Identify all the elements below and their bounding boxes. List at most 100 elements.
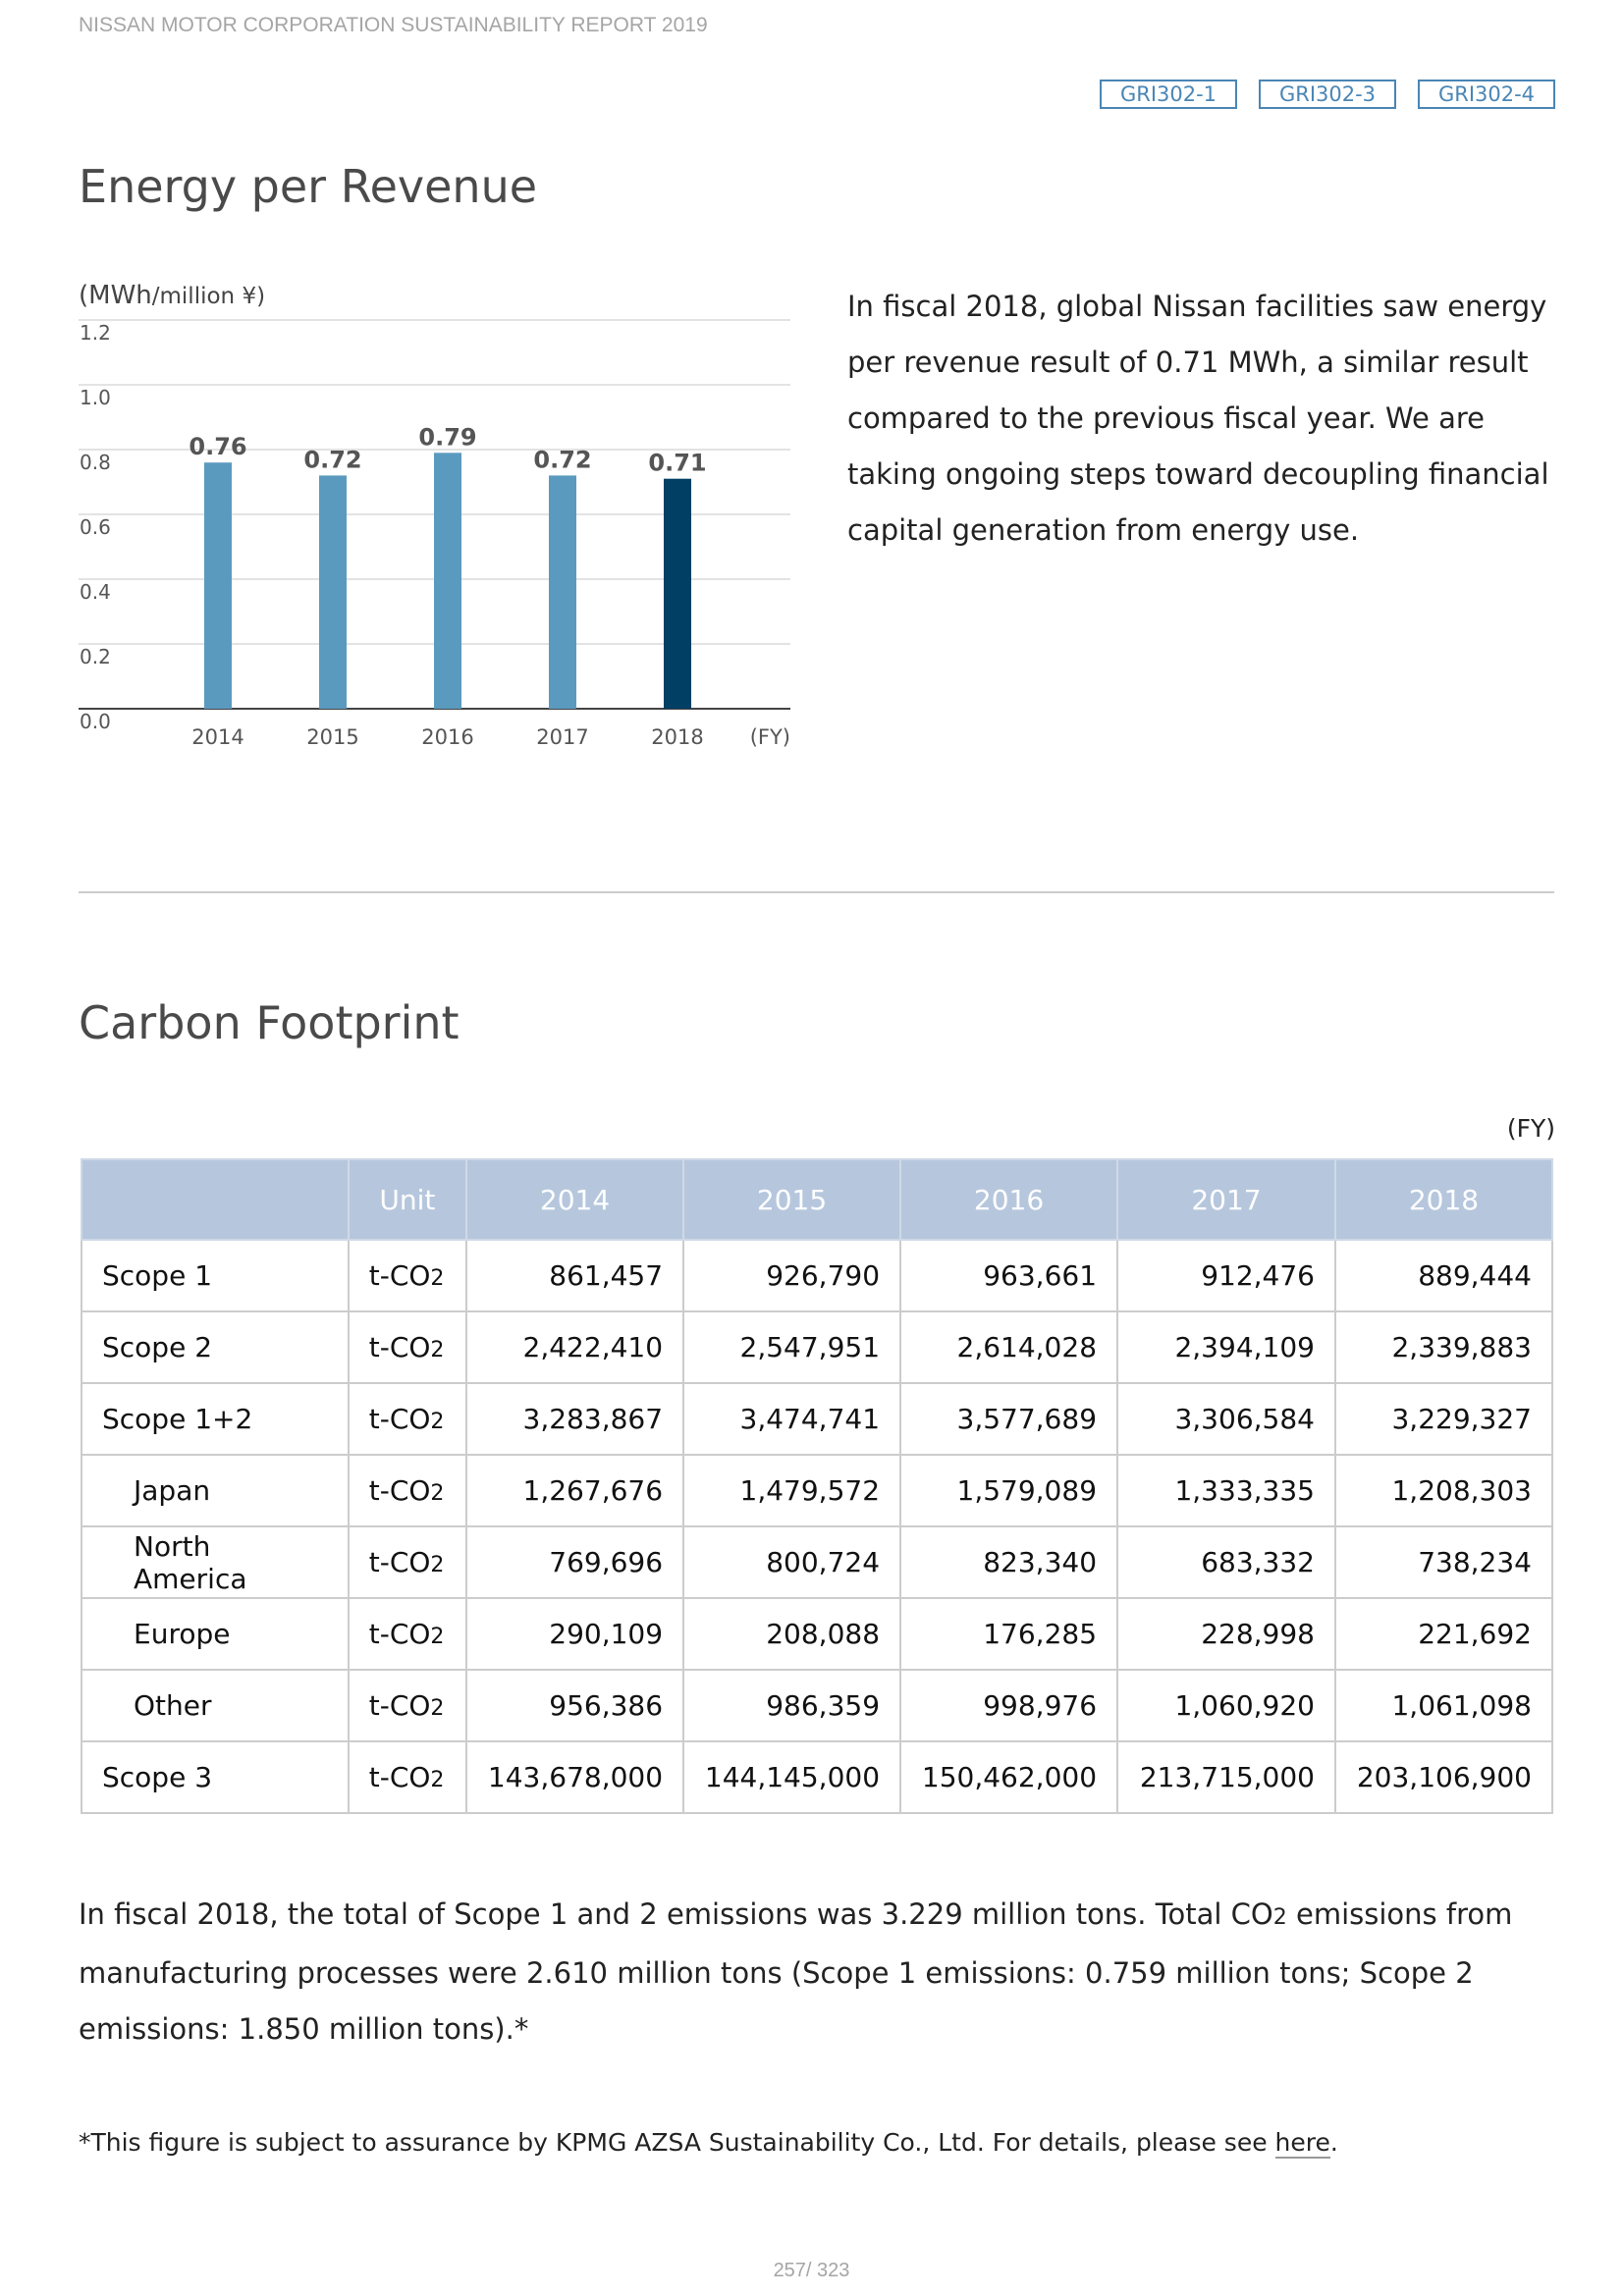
y-tick-label: 0.0 — [80, 710, 111, 733]
table-row: Scope 1+2 t-CO2 3,283,867 3,474,741 3,57… — [81, 1382, 1554, 1456]
row-label: Scope 1+2 — [81, 1382, 350, 1456]
table-header-cell: Unit — [347, 1158, 468, 1241]
table-cell: 861,457 — [465, 1239, 685, 1312]
bar-value-label: 0.79 — [418, 423, 476, 451]
bar-value-label: 0.76 — [189, 433, 246, 460]
table-cell: 290,109 — [465, 1597, 685, 1671]
row-unit: t-CO2 — [347, 1239, 468, 1312]
y-tick-label: 0.8 — [80, 451, 111, 474]
row-unit: t-CO2 — [347, 1382, 468, 1456]
unit-base: t-CO — [368, 1761, 431, 1793]
table-cell: 2,614,028 — [899, 1310, 1119, 1384]
table-header-cell: 2014 — [465, 1158, 685, 1241]
row-label: Europe — [81, 1597, 350, 1671]
y-tick-label: 1.2 — [80, 321, 111, 345]
row-label: Scope 2 — [81, 1310, 350, 1384]
footnote-here-link[interactable]: here — [1274, 2128, 1330, 2159]
table-header-cell: 2015 — [682, 1158, 902, 1241]
table-header-cell: 2018 — [1333, 1158, 1554, 1241]
carbon-section-title: Carbon Footprint — [79, 996, 460, 1049]
table-cell: 144,145,000 — [682, 1740, 902, 1814]
energy-section-title: Energy per Revenue — [79, 160, 538, 213]
bar-2015 — [319, 475, 347, 709]
table-cell: 1,060,920 — [1116, 1669, 1336, 1742]
carbon-footprint-table: Unit 2014 2015 2016 2017 2018 Scope 1 t-… — [81, 1158, 1554, 1814]
footnote-text: *This figure is subject to assurance by … — [79, 2128, 1275, 2157]
table-cell: 213,715,000 — [1116, 1740, 1336, 1814]
table-cell: 1,267,676 — [465, 1454, 685, 1527]
row-label: Japan — [81, 1454, 350, 1527]
gri-tag-group: GRI302-1 GRI302-3 GRI302-4 — [1100, 80, 1555, 109]
x-tick-label: 2018 — [651, 725, 703, 749]
table-header-cell — [81, 1158, 350, 1241]
table-cell: 769,696 — [465, 1525, 685, 1599]
table-row: Europe t-CO2 290,109 208,088 176,285 228… — [81, 1597, 1554, 1671]
energy-description: In fiscal 2018, global Nissan facilities… — [847, 290, 1549, 547]
carbon-description-part1: In fiscal 2018, the total of Scope 1 and… — [79, 1897, 1273, 1931]
bar-2016 — [434, 453, 461, 709]
bar-value-label: 0.72 — [533, 446, 591, 473]
table-cell: 3,283,867 — [465, 1382, 685, 1456]
table-cell: 1,333,335 — [1116, 1454, 1336, 1527]
row-unit: t-CO2 — [347, 1525, 468, 1599]
x-tick-label: 2016 — [421, 725, 473, 749]
y-tick-label: 0.2 — [80, 645, 111, 668]
table-cell: 3,229,327 — [1333, 1382, 1554, 1456]
table-cell: 823,340 — [899, 1525, 1119, 1599]
table-header-row: Unit 2014 2015 2016 2017 2018 — [81, 1158, 1554, 1241]
table-header-cell: 2017 — [1116, 1158, 1336, 1241]
table-row: Other t-CO2 956,386 986,359 998,976 1,06… — [81, 1669, 1554, 1742]
assurance-footnote: *This figure is subject to assurance by … — [79, 2128, 1338, 2159]
table-cell: 176,285 — [899, 1597, 1119, 1671]
table-fy-label: (FY) — [1506, 1114, 1555, 1143]
x-axis-unit-label: (FY) — [750, 725, 790, 749]
unit-base: t-CO — [368, 1403, 431, 1435]
section-divider — [79, 891, 1554, 893]
unit-subscript: 2 — [430, 1481, 445, 1506]
table-cell: 1,479,572 — [682, 1454, 902, 1527]
table-cell: 3,577,689 — [899, 1382, 1119, 1456]
x-tick-label: 2014 — [191, 725, 243, 749]
unit-subscript: 2 — [430, 1266, 445, 1291]
table-cell: 3,306,584 — [1116, 1382, 1336, 1456]
row-unit: t-CO2 — [347, 1669, 468, 1742]
table-cell: 2,547,951 — [682, 1310, 902, 1384]
row-label: Scope 1 — [81, 1239, 350, 1312]
co2-subscript: 2 — [1272, 1905, 1287, 1930]
table-cell: 2,339,883 — [1333, 1310, 1554, 1384]
row-unit: t-CO2 — [347, 1740, 468, 1814]
energy-per-revenue-chart: 0.0 0.2 0.4 0.6 0.8 1.0 1.2 0.76 2014 0.72 2015 0.7… — [79, 319, 790, 749]
bar-2017 — [549, 475, 576, 709]
row-label: Other — [81, 1669, 350, 1742]
row-unit: t-CO2 — [347, 1454, 468, 1527]
bar-value-label: 0.72 — [303, 446, 361, 473]
bar-2018 — [664, 478, 691, 709]
gri-tag-302-1[interactable]: GRI302-1 — [1100, 80, 1237, 109]
row-label: Scope 3 — [81, 1740, 350, 1814]
unit-subscript: 2 — [430, 1410, 445, 1434]
x-tick-label: 2015 — [306, 725, 358, 749]
chart-unit-label: (MWh/million ¥) — [79, 281, 265, 310]
row-label: North America — [81, 1525, 350, 1599]
x-tick-label: 2017 — [536, 725, 588, 749]
gri-tag-302-3[interactable]: GRI302-3 — [1259, 80, 1396, 109]
table-cell: 228,998 — [1116, 1597, 1336, 1671]
table-cell: 738,234 — [1333, 1525, 1554, 1599]
gri-tag-302-4[interactable]: GRI302-4 — [1418, 80, 1555, 109]
unit-subscript: 2 — [430, 1696, 445, 1721]
table-cell: 203,106,900 — [1333, 1740, 1554, 1814]
table-cell: 800,724 — [682, 1525, 902, 1599]
chart-unit-main: (MWh — [79, 281, 152, 310]
y-tick-label: 1.0 — [80, 386, 111, 409]
table-row: Scope 3 t-CO2 143,678,000 144,145,000 15… — [81, 1740, 1554, 1814]
row-unit: t-CO2 — [347, 1597, 468, 1671]
table-cell: 912,476 — [1116, 1239, 1336, 1312]
table-cell: 150,462,000 — [899, 1740, 1119, 1814]
table-cell: 986,359 — [682, 1669, 902, 1742]
y-tick-label: 0.4 — [80, 580, 111, 604]
unit-base: t-CO — [368, 1618, 431, 1650]
table-row: Scope 1 t-CO2 861,457 926,790 963,661 91… — [81, 1239, 1554, 1312]
report-header: NISSAN MOTOR CORPORATION SUSTAINABILITY … — [79, 14, 708, 36]
table-cell: 956,386 — [465, 1669, 685, 1742]
unit-base: t-CO — [368, 1474, 431, 1507]
